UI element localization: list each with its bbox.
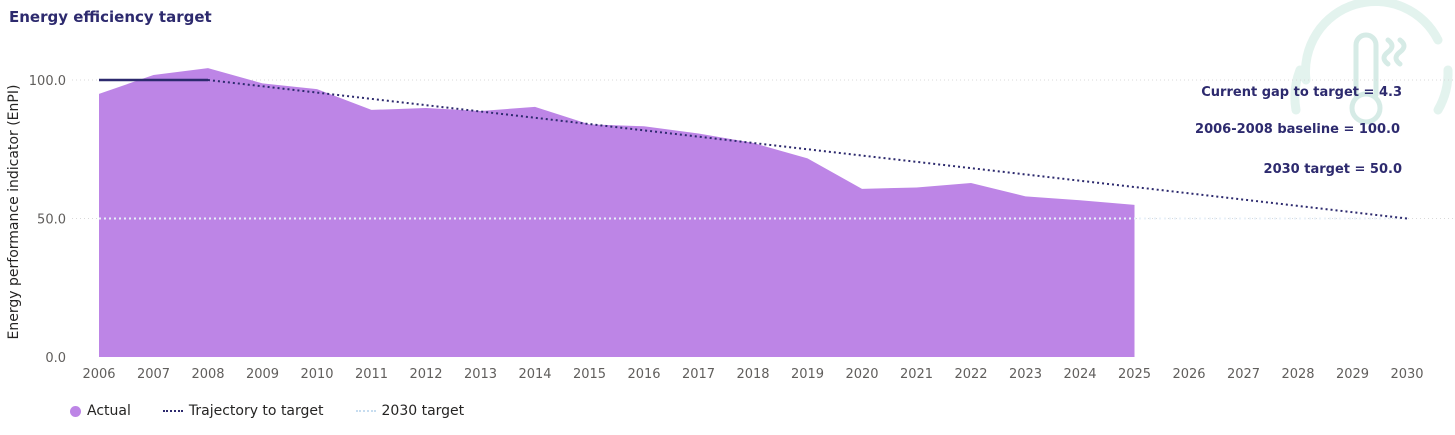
x-tick-label-2006: 2006 [82,367,115,382]
x-tick-label-2007: 2007 [137,367,170,382]
y-tick-label-0: 0.0 [45,351,66,366]
chart-title: Energy efficiency target [9,8,212,26]
x-tick-label-2021: 2021 [900,367,933,382]
thermometer-logo-icon [1288,0,1455,140]
x-tick-label-2010: 2010 [300,367,333,382]
x-tick-label-2011: 2011 [355,367,388,382]
x-tick-label-2015: 2015 [573,367,606,382]
legend-item-actual[interactable]: Actual [70,403,131,419]
x-tick-label-2027: 2027 [1227,367,1260,382]
x-tick-label-2020: 2020 [845,367,878,382]
x-tick-label-2022: 2022 [954,367,987,382]
x-tick-label-2030: 2030 [1390,367,1423,382]
x-tick-label-2012: 2012 [409,367,442,382]
legend-swatch-actual [70,405,81,417]
legend-item-target[interactable]: 2030 target [355,403,465,419]
x-tick-label-2023: 2023 [1009,367,1042,382]
x-tick-label-2024: 2024 [1063,367,1096,382]
legend-swatch-trajectory [162,410,183,412]
annotation-baseline: 2006-2008 baseline = 100.0 [1195,122,1400,137]
x-tick-label-2009: 2009 [246,367,279,382]
x-tick-label-2026: 2026 [1172,367,1205,382]
x-tick-label-2018: 2018 [736,367,769,382]
x-tick-label-2019: 2019 [791,367,824,382]
x-tick-labels: 2006 2007 2008 2009 2010 2011 2012 2013 2014 2015… [82,367,1423,382]
y-tick-label-2: 100.0 [29,74,66,89]
annotation-gap: Current gap to target = 4.3 [1201,85,1402,100]
y-tick-label-1: 50.0 [37,213,66,228]
x-tick-label-2017: 2017 [682,367,715,382]
legend-label-trajectory: Trajectory to target [188,403,324,419]
annotation-target: 2030 target = 50.0 [1264,162,1402,177]
legend-swatch-target [355,410,376,412]
legend-label-actual: Actual [87,403,131,419]
energy-efficiency-chart: 0.0 50.0 100.0 2006 2007 2008 2009 2010 2011 201… [6,68,1455,382]
actual-area-layer [99,68,1135,358]
x-tick-label-2016: 2016 [627,367,660,382]
x-tick-label-2013: 2013 [464,367,497,382]
y-tick-labels: 0.0 50.0 100.0 [29,74,66,366]
x-tick-label-2029: 2029 [1336,367,1369,382]
legend-label-target: 2030 target [381,403,465,419]
y-axis-title: Energy performance indicator (EnPI) [6,85,22,340]
line-layer [99,78,1408,220]
chart-legend: Actual Trajectory to target 2030 target [70,403,496,419]
x-tick-label-2014: 2014 [518,367,551,382]
trajectory-line [207,79,1408,220]
x-tick-label-2028: 2028 [1281,367,1314,382]
legend-item-trajectory[interactable]: Trajectory to target [162,403,324,419]
actual-area [99,68,1135,358]
x-tick-label-2008: 2008 [191,367,224,382]
x-tick-label-2025: 2025 [1118,367,1151,382]
